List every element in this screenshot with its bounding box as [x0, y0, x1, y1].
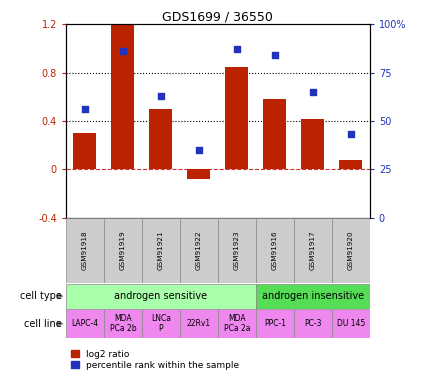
Text: androgen insensitive: androgen insensitive: [262, 291, 364, 301]
Text: GSM91919: GSM91919: [120, 231, 126, 270]
Point: [233, 46, 240, 53]
Title: GDS1699 / 36550: GDS1699 / 36550: [162, 10, 273, 23]
Text: PC-3: PC-3: [304, 320, 322, 328]
Text: MDA
PCa 2b: MDA PCa 2b: [110, 315, 136, 333]
Bar: [332, 217, 370, 283]
Bar: [264, 99, 286, 169]
Text: GSM91921: GSM91921: [158, 231, 164, 270]
Text: cell line: cell line: [24, 319, 62, 329]
Text: cell type: cell type: [20, 291, 62, 301]
Bar: [218, 217, 256, 283]
Bar: [218, 309, 256, 338]
Point: [272, 52, 278, 58]
Text: GSM91923: GSM91923: [234, 231, 240, 270]
Point: [82, 106, 88, 112]
Legend: log2 ratio, percentile rank within the sample: log2 ratio, percentile rank within the s…: [71, 349, 240, 370]
Bar: [111, 24, 134, 169]
Text: LNCa
P: LNCa P: [151, 315, 171, 333]
Bar: [339, 160, 362, 169]
Bar: [294, 309, 332, 338]
Bar: [256, 217, 294, 283]
Bar: [66, 309, 104, 338]
Bar: [66, 284, 256, 309]
Bar: [74, 133, 96, 169]
Text: 22Rv1: 22Rv1: [187, 320, 211, 328]
Bar: [187, 169, 210, 179]
Point: [157, 93, 164, 99]
Bar: [180, 217, 218, 283]
Bar: [256, 284, 370, 309]
Bar: [180, 309, 218, 338]
Text: LAPC-4: LAPC-4: [71, 320, 99, 328]
Bar: [301, 118, 324, 169]
Bar: [104, 217, 142, 283]
Bar: [66, 217, 104, 283]
Bar: [150, 109, 172, 169]
Point: [196, 147, 202, 153]
Bar: [142, 309, 180, 338]
Point: [347, 132, 354, 138]
Text: GSM91918: GSM91918: [82, 231, 88, 270]
Text: GSM91922: GSM91922: [196, 231, 202, 270]
Bar: [294, 217, 332, 283]
Bar: [332, 309, 370, 338]
Text: PPC-1: PPC-1: [264, 320, 286, 328]
Bar: [256, 309, 294, 338]
Bar: [142, 217, 180, 283]
Bar: [225, 67, 248, 169]
Text: MDA
PCa 2a: MDA PCa 2a: [224, 315, 250, 333]
Bar: [104, 309, 142, 338]
Point: [309, 89, 316, 95]
Text: DU 145: DU 145: [337, 320, 365, 328]
Text: androgen sensitive: androgen sensitive: [114, 291, 207, 301]
Text: GSM91917: GSM91917: [310, 231, 316, 270]
Point: [119, 48, 126, 54]
Text: GSM91920: GSM91920: [348, 231, 354, 270]
Text: GSM91916: GSM91916: [272, 231, 278, 270]
